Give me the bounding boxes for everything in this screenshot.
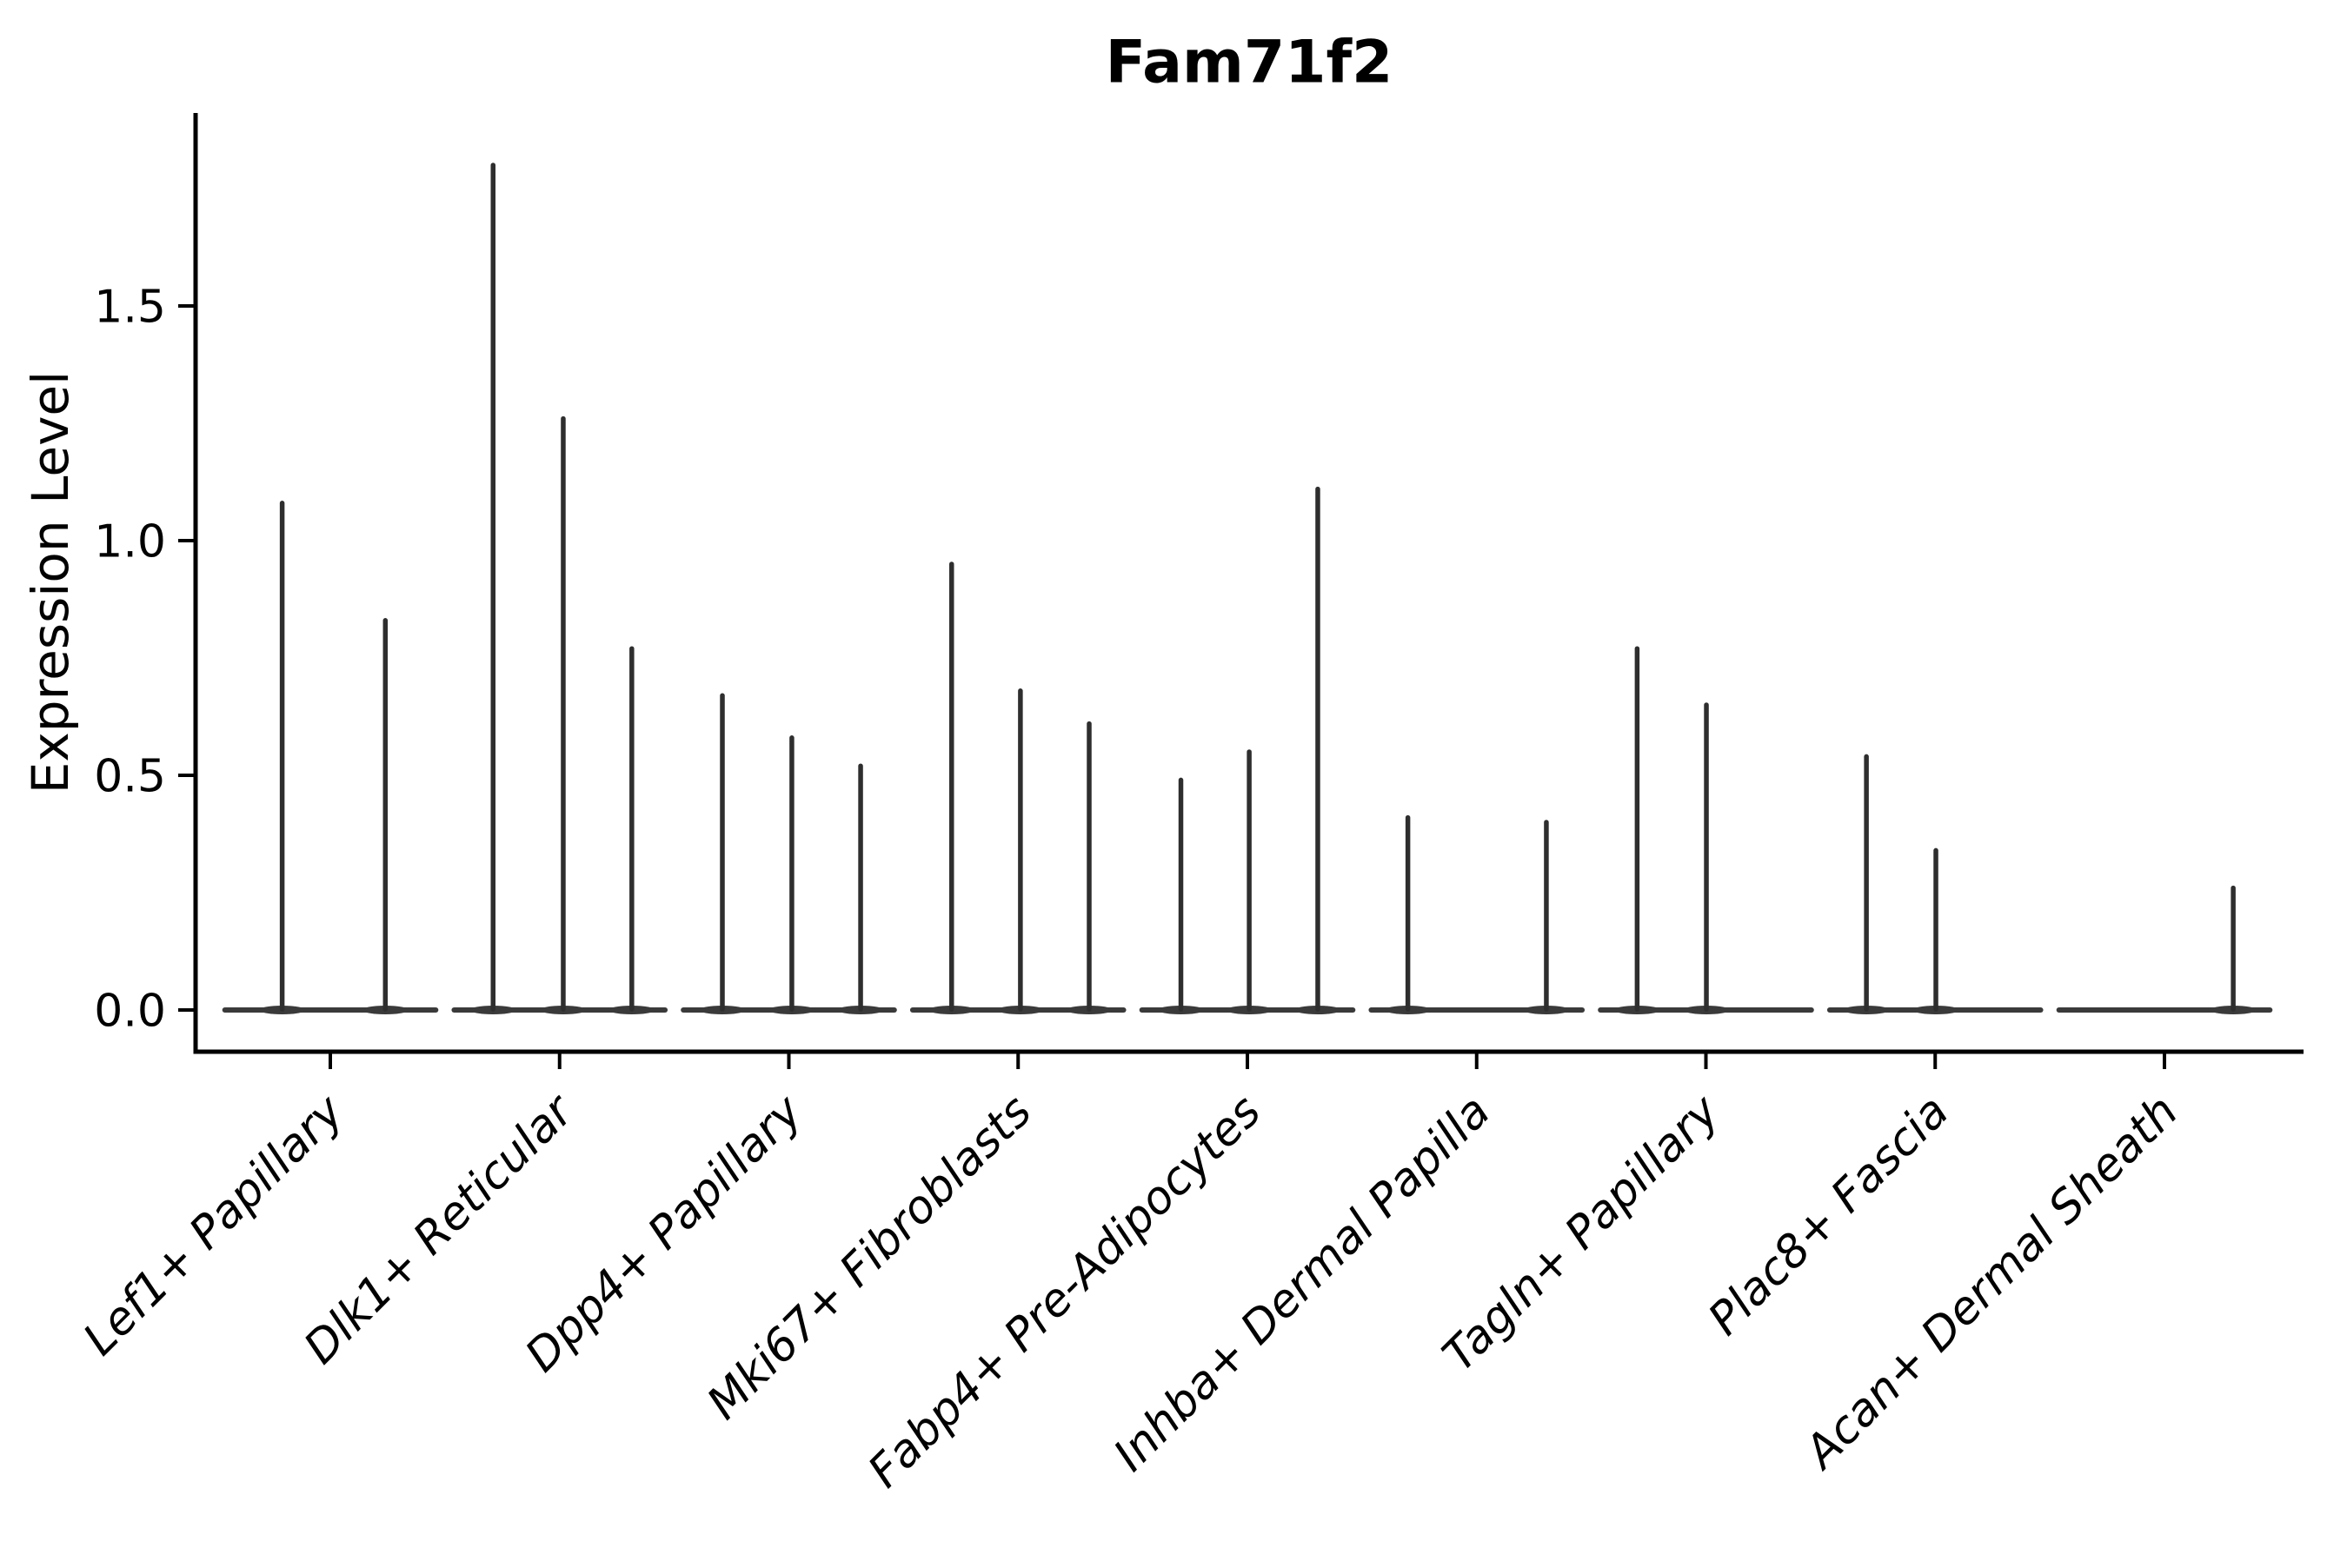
y-tick-label: 0.5 <box>94 751 166 803</box>
x-tick-label: Acan+ Dermal Sheath <box>1793 1086 2188 1480</box>
violin-group <box>1826 754 2044 1014</box>
x-tick-label: Plac8+ Fascia <box>1699 1086 1958 1345</box>
x-tick-label: Fabp4+ Pre-Adipocytes <box>859 1086 1272 1498</box>
chart-title: Fam71f2 <box>1105 28 1393 97</box>
violin-group <box>1598 646 1814 1014</box>
violin-group <box>1139 486 1356 1014</box>
violin-group <box>2056 885 2273 1014</box>
y-axis-title: Expression Level <box>21 370 80 794</box>
violin-group <box>222 501 439 1014</box>
violin-group <box>681 693 897 1014</box>
y-tick-label: 0.0 <box>94 986 166 1038</box>
violin-group <box>909 561 1127 1014</box>
y-tick-label: 1.5 <box>94 282 166 334</box>
y-tick-label: 1.0 <box>94 516 166 568</box>
violin-group <box>1368 814 1586 1014</box>
x-tick-label: Inhba+ Dermal Papilla <box>1104 1086 1500 1482</box>
violin-group <box>451 163 668 1014</box>
